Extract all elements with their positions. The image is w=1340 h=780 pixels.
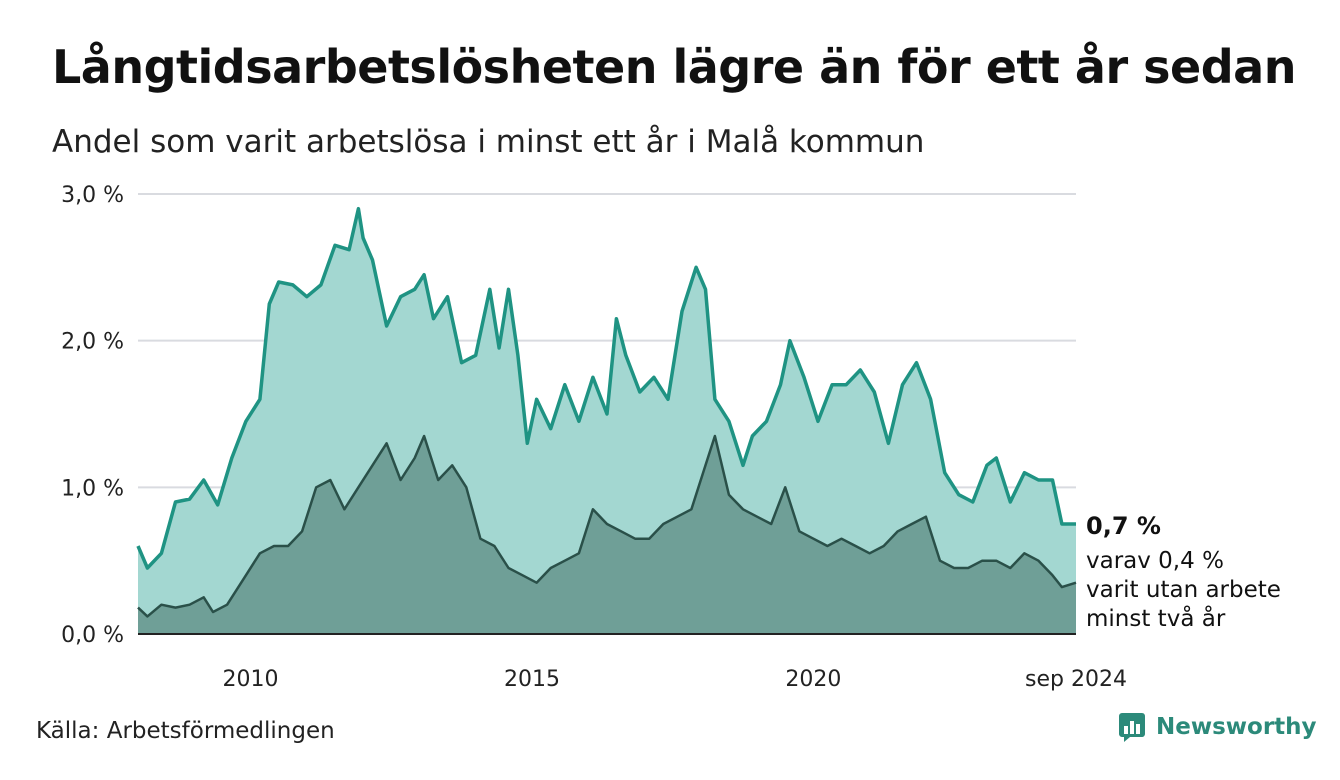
x-tick-label: sep 2024 [1025,667,1127,692]
brand-name: Newsworthy [1156,714,1317,740]
end-sub-label: minst två år [1086,604,1226,632]
newsworthy-logo-icon [1119,713,1145,742]
brand-logo: Newsworthy [1118,712,1317,742]
end-value-label: 0,7 % [1086,512,1161,540]
end-sub-label: varit utan arbete [1086,577,1281,603]
x-axis-ticks: 2010 2015 2020 sep 2024 [223,667,1127,692]
y-tick-label: 3,0 % [61,183,124,208]
series-2-line [137,434,1077,618]
chart-areas [138,208,1076,634]
y-tick-label: 0,0 % [61,623,124,648]
x-tick-label: 2010 [223,667,279,692]
chart-subtitle: Andel som varit arbetslösa i minst ett å… [52,124,925,160]
series-2-area [138,436,1076,634]
y-tick-label: 1,0 % [61,476,124,501]
y-tick-label: 2,0 % [61,330,124,355]
chart-lines [136,206,1077,635]
area-chart: 0,0 % 1,0 % 2,0 % 3,0 % 2010 2015 2020 sep 202… [61,183,1281,692]
source-note: Källa: Arbetsförmedlingen [36,718,335,744]
end-sub-label: varav 0,4 % [1086,548,1224,574]
x-tick-label: 2020 [785,667,841,692]
x-tick-label: 2015 [504,667,560,692]
y-axis-ticks: 0,0 % 1,0 % 2,0 % 3,0 % [61,183,124,648]
chart-title: Långtidsarbetslösheten lägre än för ett … [52,40,1296,94]
series-1-line [136,206,1076,570]
